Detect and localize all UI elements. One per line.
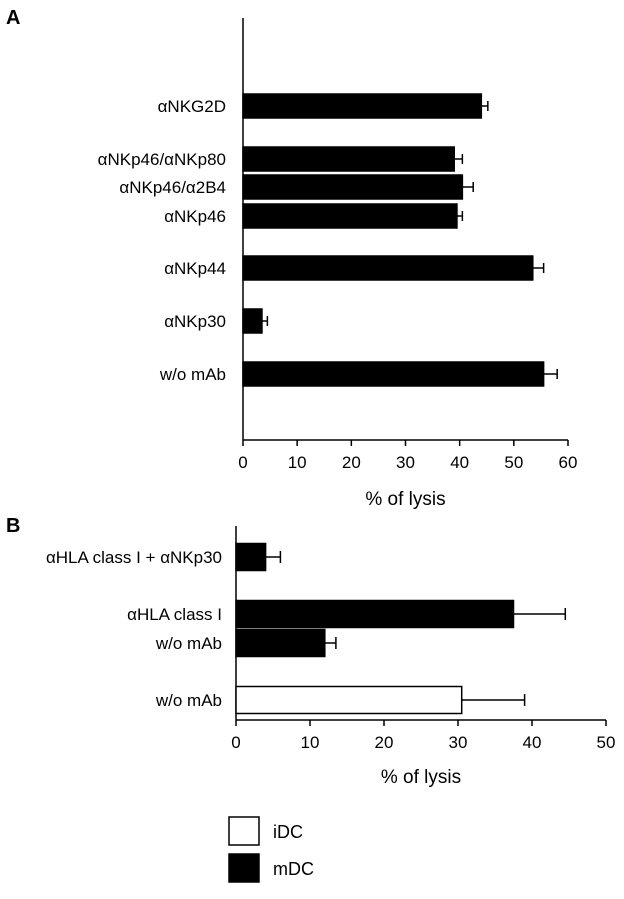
category-label: αNKG2D [158, 97, 226, 116]
category-label: w/o mAb [155, 634, 222, 653]
category-label: αNKp46 [164, 207, 226, 226]
x-tick-label: 30 [396, 453, 415, 472]
category-label: αNKp44 [164, 259, 226, 278]
category-label: αNKp46/α2B4 [119, 178, 226, 197]
x-tick-label: 40 [523, 733, 542, 752]
bar [235, 542, 267, 572]
category-label: αNKp30 [164, 312, 226, 331]
panel-b-bars: αHLA class I + αNKp30 αHLA class I w/o mAb… [46, 542, 567, 715]
panel-b: B αHLA class I + αNKp30 αHLA class I w/o m… [6, 515, 615, 788]
panel-a-label: A [6, 7, 20, 29]
x-tick-label: 50 [504, 453, 523, 472]
x-tick-label: 20 [342, 453, 361, 472]
bar [242, 93, 483, 119]
x-tick-label: 30 [449, 733, 468, 752]
x-tick-label: 40 [450, 453, 469, 472]
x-tick-label: 60 [559, 453, 578, 472]
category-label: w/o mAb [155, 691, 222, 710]
legend-label: mDC [273, 859, 314, 879]
category-label: αNKp46/αNKp80 [98, 150, 226, 169]
legend: iDC mDC [228, 816, 314, 883]
bar [242, 203, 458, 229]
x-tick-label: 0 [231, 733, 240, 752]
x-tick-label: 10 [288, 453, 307, 472]
bar [242, 255, 534, 281]
x-tick-label: 20 [375, 733, 394, 752]
panel-a-bars: αNKG2D αNKp46/αNKp80 αNKp46/α2B4 αNKp46 αNKp… [98, 93, 558, 387]
x-tick-label: 50 [597, 733, 616, 752]
bar [242, 146, 455, 172]
panel-a: A αNKG2DαNKp46/αNKp80αNKp46/α2B4αNKp46αN… [6, 7, 577, 510]
x-tick-label: 10 [301, 733, 320, 752]
bar [242, 308, 263, 334]
panel-a-x-axis-title: % of lysis [365, 489, 445, 510]
x-tick-label: 0 [238, 453, 247, 472]
legend-label: iDC [273, 822, 303, 842]
bar [235, 599, 515, 629]
legend-swatch [228, 853, 260, 883]
category-label: αHLA class I [127, 605, 222, 624]
category-label: w/o mAb [159, 365, 226, 384]
bar [235, 685, 463, 715]
panel-b-x-axis-title: % of lysis [381, 767, 461, 788]
category-label: αHLA class I + αNKp30 [46, 548, 222, 567]
bar [242, 174, 464, 200]
bar [242, 361, 545, 387]
bar [235, 628, 326, 658]
panel-b-ticks: 0 10 20 30 40 50 [231, 720, 615, 752]
panel-b-label: B [6, 515, 20, 537]
panel-a-ticks: 0 10 20 30 40 50 60 [238, 440, 577, 472]
legend-swatch [228, 816, 260, 846]
